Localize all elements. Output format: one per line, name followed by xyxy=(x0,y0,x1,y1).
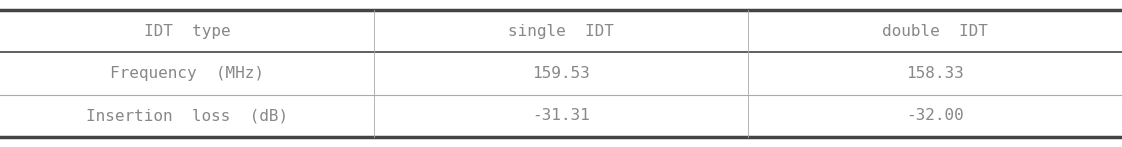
Text: -32.00: -32.00 xyxy=(907,108,964,123)
Text: Insertion  loss  (dB): Insertion loss (dB) xyxy=(85,108,288,123)
Text: 158.33: 158.33 xyxy=(907,66,964,81)
Text: single  IDT: single IDT xyxy=(508,24,614,39)
Text: IDT  type: IDT type xyxy=(144,24,230,39)
Text: double  IDT: double IDT xyxy=(882,24,988,39)
Text: 159.53: 159.53 xyxy=(532,66,590,81)
Text: Frequency  (MHz): Frequency (MHz) xyxy=(110,66,264,81)
Text: -31.31: -31.31 xyxy=(532,108,590,123)
